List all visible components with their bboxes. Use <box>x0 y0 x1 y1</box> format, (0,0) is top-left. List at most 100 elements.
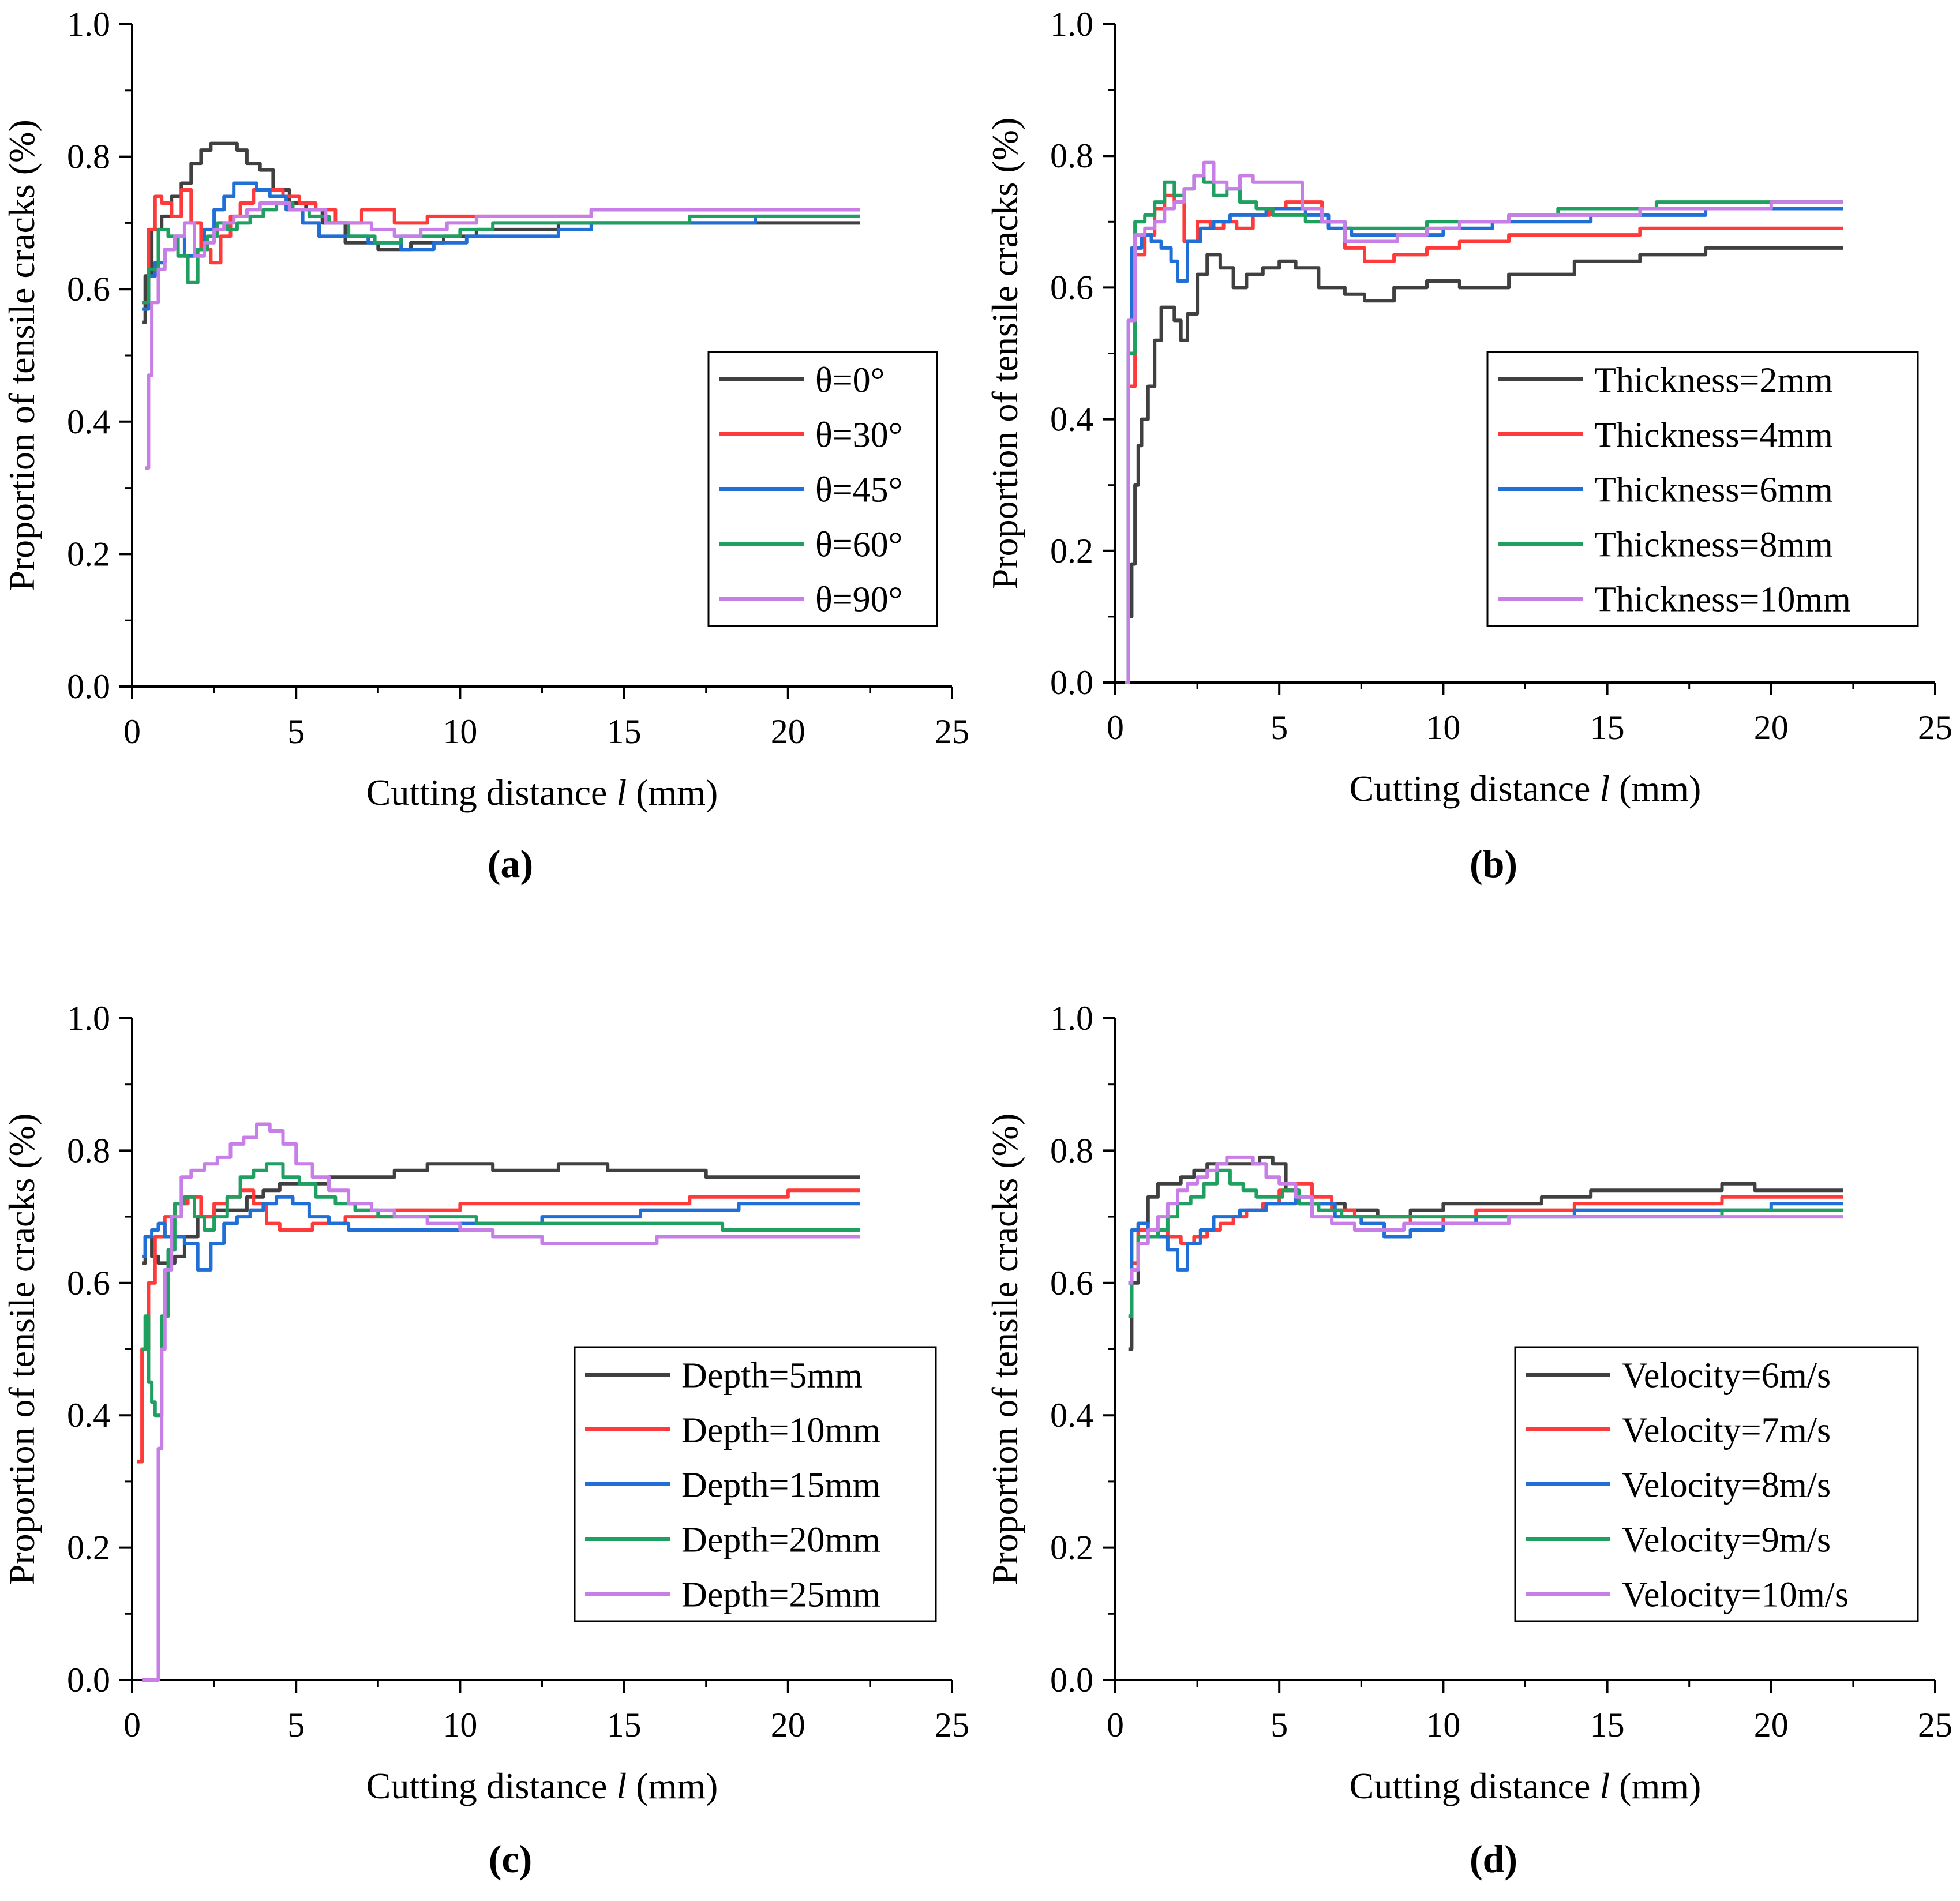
x-tick-label: 10 <box>443 1706 477 1744</box>
x-tick-label: 20 <box>771 1706 805 1744</box>
y-tick-label: 1.0 <box>67 5 110 43</box>
panel-label: (a) <box>488 842 533 886</box>
legend-label-3: θ=45° <box>815 471 902 510</box>
x-axis-label-prefix: Cutting distance <box>366 772 617 813</box>
legend-label-5: θ=90° <box>815 580 902 620</box>
x-axis-label-var: l <box>616 1765 627 1806</box>
y-axis-label: Proportion of tensile cracks (%) <box>984 1113 1025 1585</box>
x-tick-label: 5 <box>287 1706 305 1744</box>
y-tick-label: 0.4 <box>1050 400 1093 438</box>
legend-label-1: Thickness=2mm <box>1594 361 1833 400</box>
legend-label-4: Thickness=8mm <box>1594 526 1833 565</box>
x-tick-label: 20 <box>1754 1706 1789 1744</box>
panel-label: (d) <box>1470 1837 1517 1881</box>
y-axis-label: Proportion of tensile cracks (%) <box>1 119 42 591</box>
x-tick-label: 25 <box>935 1706 969 1744</box>
chart-panel-2: 0 5 10 15 20 25 0.0 0.2 0.4 0.6 0.8 1.0 Cutting dist… <box>984 5 1952 886</box>
legend-label-3: Thickness=6mm <box>1594 471 1833 510</box>
y-tick-label: 0.2 <box>67 1529 110 1567</box>
y-tick-label: 1.0 <box>1050 5 1093 43</box>
x-axis-label: Cutting distance l (mm) <box>366 772 718 813</box>
legend: Depth=5mm Depth=10mm Depth=15mm Depth=20mm D… <box>574 1346 937 1622</box>
legend-label-4: θ=60° <box>815 526 902 565</box>
x-tick-label: 25 <box>1918 1706 1952 1744</box>
y-tick-label: 0.4 <box>67 403 110 441</box>
panel-label: (c) <box>489 1837 532 1881</box>
chart-panel-3: 0 5 10 15 20 25 0.0 0.2 0.4 0.6 0.8 1.0 Cutting dist… <box>1 999 969 1881</box>
x-axis-label-prefix: Cutting distance <box>1350 1765 1600 1806</box>
y-tick-label: 0.8 <box>67 1131 110 1169</box>
x-tick-label: 15 <box>1590 708 1625 747</box>
series-line-4 <box>1128 1168 1843 1318</box>
legend-label-4: Velocity=9m/s <box>1622 1521 1831 1560</box>
x-tick-label: 20 <box>771 713 805 751</box>
y-tick-label: 0.6 <box>1050 268 1093 306</box>
x-axis-label-prefix: Cutting distance <box>1350 768 1600 809</box>
x-tick-label: 5 <box>1271 708 1288 747</box>
x-tick-label: 0 <box>1107 708 1124 747</box>
y-tick-label: 0.2 <box>1050 532 1093 570</box>
series-line-5 <box>1128 1155 1843 1285</box>
legend: θ=0° θ=30° θ=45° θ=60° θ=90° <box>707 351 938 627</box>
legend-label-1: Velocity=6m/s <box>1622 1356 1831 1396</box>
series-line-1 <box>142 141 860 324</box>
legend-label-2: Velocity=7m/s <box>1622 1411 1831 1450</box>
x-axis-label-var: l <box>616 772 627 813</box>
x-tick-label: 10 <box>443 713 477 751</box>
y-tick-label: 0.0 <box>1050 1661 1093 1699</box>
x-tick-label: 15 <box>607 1706 642 1744</box>
x-axis-label-prefix: Cutting distance <box>366 1765 617 1806</box>
series-line-3 <box>142 1195 860 1272</box>
y-tick-label: 0.2 <box>67 535 110 573</box>
legend-label-2: θ=30° <box>815 416 902 455</box>
chart-panel-1: 0 5 10 15 20 25 0.0 0.2 0.4 0.6 0.8 1.0 Cutting dist… <box>1 5 969 886</box>
x-tick-label: 20 <box>1754 708 1789 747</box>
legend-label-1: Depth=5mm <box>681 1356 863 1396</box>
y-tick-label: 0.4 <box>67 1396 110 1434</box>
y-tick-label: 0.0 <box>67 1661 110 1699</box>
y-tick-label: 0.8 <box>67 138 110 176</box>
legend-label-5: Thickness=10mm <box>1594 580 1851 620</box>
legend-label-3: Velocity=8m/s <box>1622 1466 1831 1505</box>
series-line-1 <box>1125 246 1843 684</box>
y-tick-label: 0.6 <box>67 270 110 308</box>
panel-label: (b) <box>1470 842 1517 886</box>
x-tick-label: 25 <box>1918 708 1952 747</box>
x-tick-label: 15 <box>607 713 642 751</box>
series-line-5 <box>1125 160 1843 684</box>
x-axis-label-var: l <box>1599 768 1610 809</box>
x-axis-label-suffix: (mm) <box>1610 768 1701 809</box>
y-tick-label: 0.4 <box>1050 1396 1093 1434</box>
y-tick-label: 0.0 <box>67 668 110 706</box>
series-line-5 <box>142 1122 860 1682</box>
x-tick-label: 10 <box>1426 1706 1460 1744</box>
y-tick-label: 1.0 <box>67 999 110 1037</box>
y-tick-label: 0.2 <box>1050 1529 1093 1567</box>
legend-label-1: θ=0° <box>815 361 885 400</box>
x-axis-label-var: l <box>1599 1765 1610 1806</box>
y-tick-label: 0.8 <box>1050 1131 1093 1169</box>
y-tick-label: 0.8 <box>1050 137 1093 175</box>
series-line-1 <box>1128 1155 1843 1351</box>
x-tick-label: 15 <box>1590 1706 1625 1744</box>
series-line-2 <box>142 188 860 305</box>
x-tick-label: 5 <box>1271 1706 1288 1744</box>
legend-label-5: Velocity=10m/s <box>1622 1576 1849 1615</box>
y-tick-label: 0.6 <box>67 1264 110 1302</box>
x-axis-label: Cutting distance l (mm) <box>366 1765 718 1806</box>
x-tick-label: 0 <box>123 1706 141 1744</box>
x-axis-label: Cutting distance l (mm) <box>1350 1765 1702 1806</box>
x-tick-label: 25 <box>935 713 969 751</box>
series-line-2 <box>1128 1182 1843 1285</box>
series-line-2 <box>137 1188 860 1464</box>
chart-panel-4: 0 5 10 15 20 25 0.0 0.2 0.4 0.6 0.8 1.0 Cutting dist… <box>984 999 1952 1881</box>
y-axis-label: Proportion of tensile cracks (%) <box>984 118 1025 590</box>
legend-label-2: Depth=10mm <box>681 1411 880 1450</box>
x-axis-label-suffix: (mm) <box>627 1765 718 1806</box>
legend-label-3: Depth=15mm <box>681 1466 880 1505</box>
y-tick-label: 1.0 <box>1050 999 1093 1037</box>
series-line-4 <box>142 201 860 305</box>
y-tick-label: 0.6 <box>1050 1264 1093 1302</box>
series-line-5 <box>145 201 860 470</box>
